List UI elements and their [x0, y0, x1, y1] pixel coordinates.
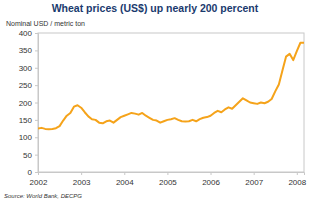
- y-tick: 0: [28, 168, 38, 177]
- y-tick-mark: [35, 120, 38, 121]
- x-tick: 2006: [202, 172, 220, 187]
- y-tick-mark: [35, 50, 38, 51]
- source: Source: World Bank, DECPG: [4, 193, 82, 199]
- x-tick: 2005: [159, 172, 177, 187]
- x-tick-mark: [38, 172, 39, 175]
- title: Wheat prices (US$) up nearly 200 percent: [52, 2, 259, 14]
- x-tick-mark: [81, 172, 82, 175]
- y-tick-label: 250: [19, 81, 33, 90]
- x-tick-label: 2004: [116, 178, 134, 187]
- y-tick-label: 100: [19, 133, 33, 142]
- x-tick-mark: [254, 172, 255, 175]
- y-tick-mark: [35, 85, 38, 86]
- subtitle: Nominal USD / metric ton: [6, 20, 85, 27]
- y-tick-label: 50: [23, 151, 32, 160]
- x-tick-mark: [211, 172, 212, 175]
- y-tick-label: 0: [28, 168, 33, 177]
- y-tick: 250: [19, 81, 38, 90]
- y-tick-label: 150: [19, 116, 33, 125]
- x-tick-mark: [297, 172, 298, 175]
- y-axis-line: [35, 34, 39, 173]
- x-axis: 2002 2003 2004 2005 2006 2007 2008: [30, 172, 307, 187]
- y-tick: 50: [23, 151, 38, 160]
- price-line: [38, 43, 304, 130]
- x-tick: 2008: [288, 172, 306, 187]
- x-tick: 2003: [73, 172, 91, 187]
- x-tick: 2004: [116, 172, 134, 187]
- x-tick-label: 2008: [288, 178, 306, 187]
- y-tick-label: 350: [19, 46, 33, 55]
- y-tick: 300: [19, 64, 38, 73]
- plot-frame: [38, 33, 304, 172]
- y-tick-mark: [35, 172, 38, 173]
- y-tick-mark: [35, 137, 38, 138]
- y-tick: 100: [19, 133, 38, 142]
- y-tick: 350: [19, 46, 38, 55]
- y-tick: 200: [19, 99, 38, 108]
- y-tick-mark: [35, 155, 38, 156]
- x-tick-label: 2002: [30, 178, 48, 187]
- y-tick-mark: [35, 33, 38, 34]
- x-tick: 2007: [245, 172, 263, 187]
- y-tick-label: 400: [19, 29, 33, 38]
- y-axis: 0 50 100 150 200 250 300 350 400: [19, 29, 39, 177]
- y-tick-label: 200: [19, 99, 33, 108]
- x-tick-mark: [167, 172, 168, 175]
- x-tick: 2002: [30, 172, 48, 187]
- chart: Wheat prices (US$) up nearly 200 percent…: [0, 0, 310, 201]
- x-axis-line: [39, 173, 305, 176]
- plot-area: [38, 43, 304, 130]
- y-tick-label: 300: [19, 64, 33, 73]
- x-tick-label: 2005: [159, 178, 177, 187]
- y-tick-mark: [35, 103, 38, 104]
- y-tick: 150: [19, 116, 38, 125]
- x-tick-mark: [124, 172, 125, 175]
- y-tick-mark: [35, 68, 38, 69]
- x-tick-label: 2007: [245, 178, 263, 187]
- y-tick: 400: [19, 29, 38, 38]
- x-tick-label: 2006: [202, 178, 220, 187]
- x-tick-label: 2003: [73, 178, 91, 187]
